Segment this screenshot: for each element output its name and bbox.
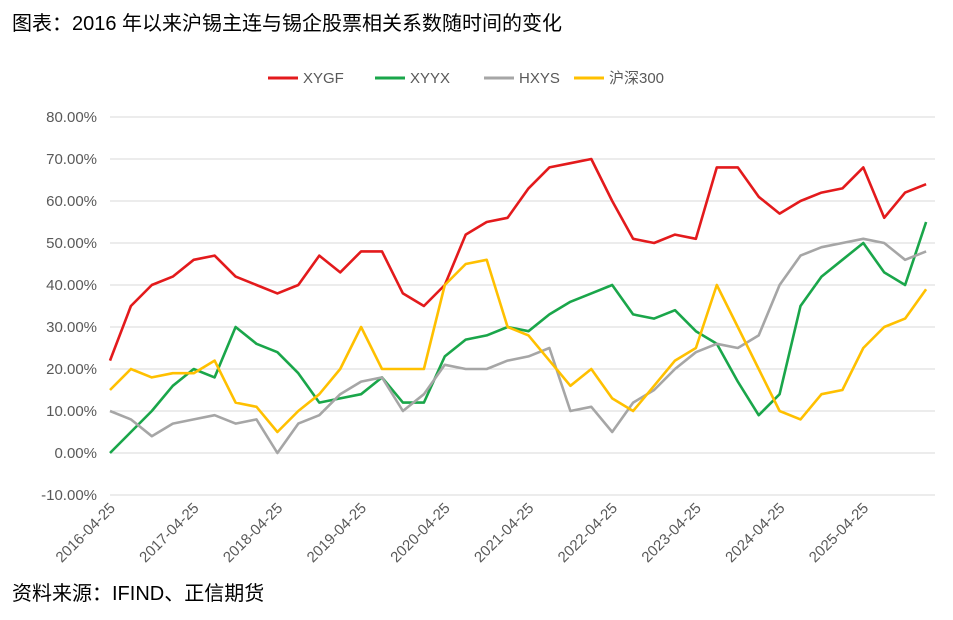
- series-line-XYYX: [109, 221, 928, 454]
- y-tick-label: -10.00%: [41, 487, 97, 504]
- series-lines: [108, 157, 928, 455]
- x-tick-label: 2024-04-25: [722, 500, 788, 566]
- grid-lines: [110, 116, 935, 496]
- x-tick-label: 2018-04-25: [220, 500, 286, 566]
- legend-item: XYGF: [268, 70, 344, 87]
- y-axis: -10.00% 0.00% 10.00% 20.00% 30.00% 40.00% 50.0…: [41, 109, 97, 504]
- x-tick-label: 2019-04-25: [304, 500, 370, 566]
- legend-label: XYGF: [303, 70, 344, 87]
- y-tick-label: 10.00%: [46, 403, 97, 420]
- x-tick-label: 2021-04-25: [471, 500, 537, 566]
- y-tick-label: 0.00%: [54, 445, 97, 462]
- y-tick-label: 70.00%: [46, 151, 97, 168]
- y-tick-label: 50.00%: [46, 235, 97, 252]
- chart-title: 图表：2016 年以来沪锡主连与锡企股票相关系数随时间的变化: [12, 12, 562, 35]
- x-tick-label: 2016-04-25: [53, 500, 119, 566]
- legend-label: XYYX: [410, 70, 450, 87]
- x-tick-label: 2023-04-25: [638, 500, 704, 566]
- series-line-沪深300: [109, 258, 928, 434]
- x-tick-label: 2017-04-25: [136, 500, 202, 566]
- legend-label: HXYS: [519, 70, 560, 87]
- y-tick-label: 30.00%: [46, 319, 97, 336]
- legend-item: 沪深300: [574, 70, 664, 87]
- legend-item: HXYS: [484, 70, 560, 87]
- y-tick-label: 60.00%: [46, 193, 97, 210]
- series-line-HXYS: [109, 237, 927, 455]
- legend-item: XYYX: [375, 70, 450, 87]
- x-axis: 2016-04-25 2017-04-25 2018-04-25 2019-04-25…: [53, 500, 873, 566]
- y-tick-label: 80.00%: [46, 109, 97, 126]
- legend-label: 沪深300: [609, 70, 664, 87]
- x-tick-label: 2022-04-25: [555, 500, 621, 566]
- source-note: 资料来源：IFIND、正信期货: [12, 582, 264, 605]
- series-line-XYGF: [108, 157, 927, 362]
- y-tick-label: 20.00%: [46, 361, 97, 378]
- x-tick-label: 2025-04-25: [806, 500, 872, 566]
- legend: XYGF XYYX HXYS 沪深300: [268, 70, 664, 87]
- y-tick-label: 40.00%: [46, 277, 97, 294]
- x-tick-label: 2020-04-25: [387, 500, 453, 566]
